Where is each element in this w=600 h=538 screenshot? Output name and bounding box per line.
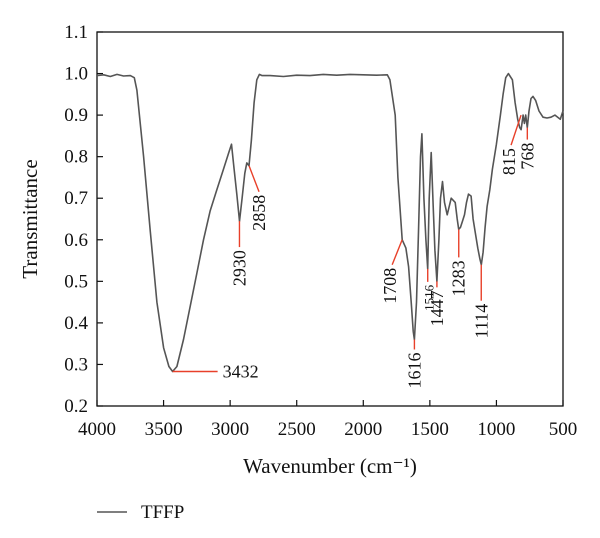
peak-label-1708: 1708 bbox=[380, 239, 403, 304]
x-axis: 4000 3500 3000 2500 2000 1500 1000 500 bbox=[78, 400, 577, 440]
series-line-tffp bbox=[96, 72, 564, 373]
peak-label-1283: 1283 bbox=[449, 229, 469, 296]
y-tick-label: 0.8 bbox=[64, 147, 88, 168]
peak-leader-line bbox=[391, 239, 403, 266]
y-tick-label: 1.1 bbox=[64, 22, 88, 43]
plot-border bbox=[96, 31, 564, 407]
peak-label-1447: 1447 bbox=[427, 281, 447, 326]
legend-entry-tffp: TFFP bbox=[141, 502, 184, 523]
y-axis-title: Transmittance bbox=[18, 159, 42, 278]
peak-label-1616: 1616 bbox=[404, 339, 424, 389]
x-tick-label: 500 bbox=[549, 419, 578, 440]
peak-label-2858: 2858 bbox=[248, 165, 269, 231]
peak-leader-line bbox=[248, 165, 260, 193]
peak-label-3432: 3432 bbox=[172, 362, 259, 382]
x-tick-label: 3000 bbox=[211, 419, 249, 440]
y-axis: 0.2 0.3 0.4 0.5 0.6 0.7 0.8 0.9 1.0 1.1 bbox=[64, 22, 103, 417]
peak-label-768: 768 bbox=[517, 127, 537, 170]
peak-label-1516: 1516 bbox=[422, 268, 437, 311]
peak-label-text: 2930 bbox=[229, 250, 249, 286]
peak-label-text: 1616 bbox=[404, 353, 424, 389]
peak-label-815: 815 bbox=[499, 114, 522, 175]
legend: TFFP bbox=[97, 502, 184, 523]
y-tick-label: 0.7 bbox=[64, 188, 88, 209]
x-axis-title: Wavenumber (cm⁻¹) bbox=[243, 454, 417, 478]
x-tick-label: 1500 bbox=[411, 419, 449, 440]
peak-label-text: 815 bbox=[499, 148, 519, 175]
x-tick-label: 1000 bbox=[477, 419, 515, 440]
y-tick-label: 0.2 bbox=[64, 396, 88, 417]
y-tick-label: 0.5 bbox=[64, 271, 88, 292]
y-tick-label: 0.4 bbox=[64, 313, 88, 334]
y-tick-label: 0.9 bbox=[64, 105, 88, 126]
peak-label-text: 1447 bbox=[427, 290, 447, 326]
x-tick-label: 2500 bbox=[278, 419, 316, 440]
peak-label-text: 1114 bbox=[471, 304, 491, 339]
peak-leader-line bbox=[510, 114, 522, 146]
peak-label-2930: 2930 bbox=[229, 221, 249, 286]
x-tick-label: 3500 bbox=[145, 419, 183, 440]
y-tick-label: 0.3 bbox=[64, 354, 88, 375]
peak-label-text: 1708 bbox=[380, 268, 400, 304]
peak-label-1114: 1114 bbox=[471, 264, 491, 339]
plot-frame bbox=[96, 31, 564, 407]
x-tick-label: 4000 bbox=[78, 419, 116, 440]
peak-label-text: 3432 bbox=[223, 362, 259, 382]
series-layer bbox=[96, 72, 564, 373]
y-tick-label: 0.6 bbox=[64, 230, 88, 251]
peak-label-text: 2858 bbox=[249, 195, 269, 231]
y-tick-label: 1.0 bbox=[64, 64, 88, 85]
x-tick-label: 2000 bbox=[344, 419, 382, 440]
peak-label-text: 1283 bbox=[449, 260, 469, 296]
peak-label-text: 1516 bbox=[422, 284, 437, 311]
peak-label-text: 768 bbox=[517, 143, 537, 170]
